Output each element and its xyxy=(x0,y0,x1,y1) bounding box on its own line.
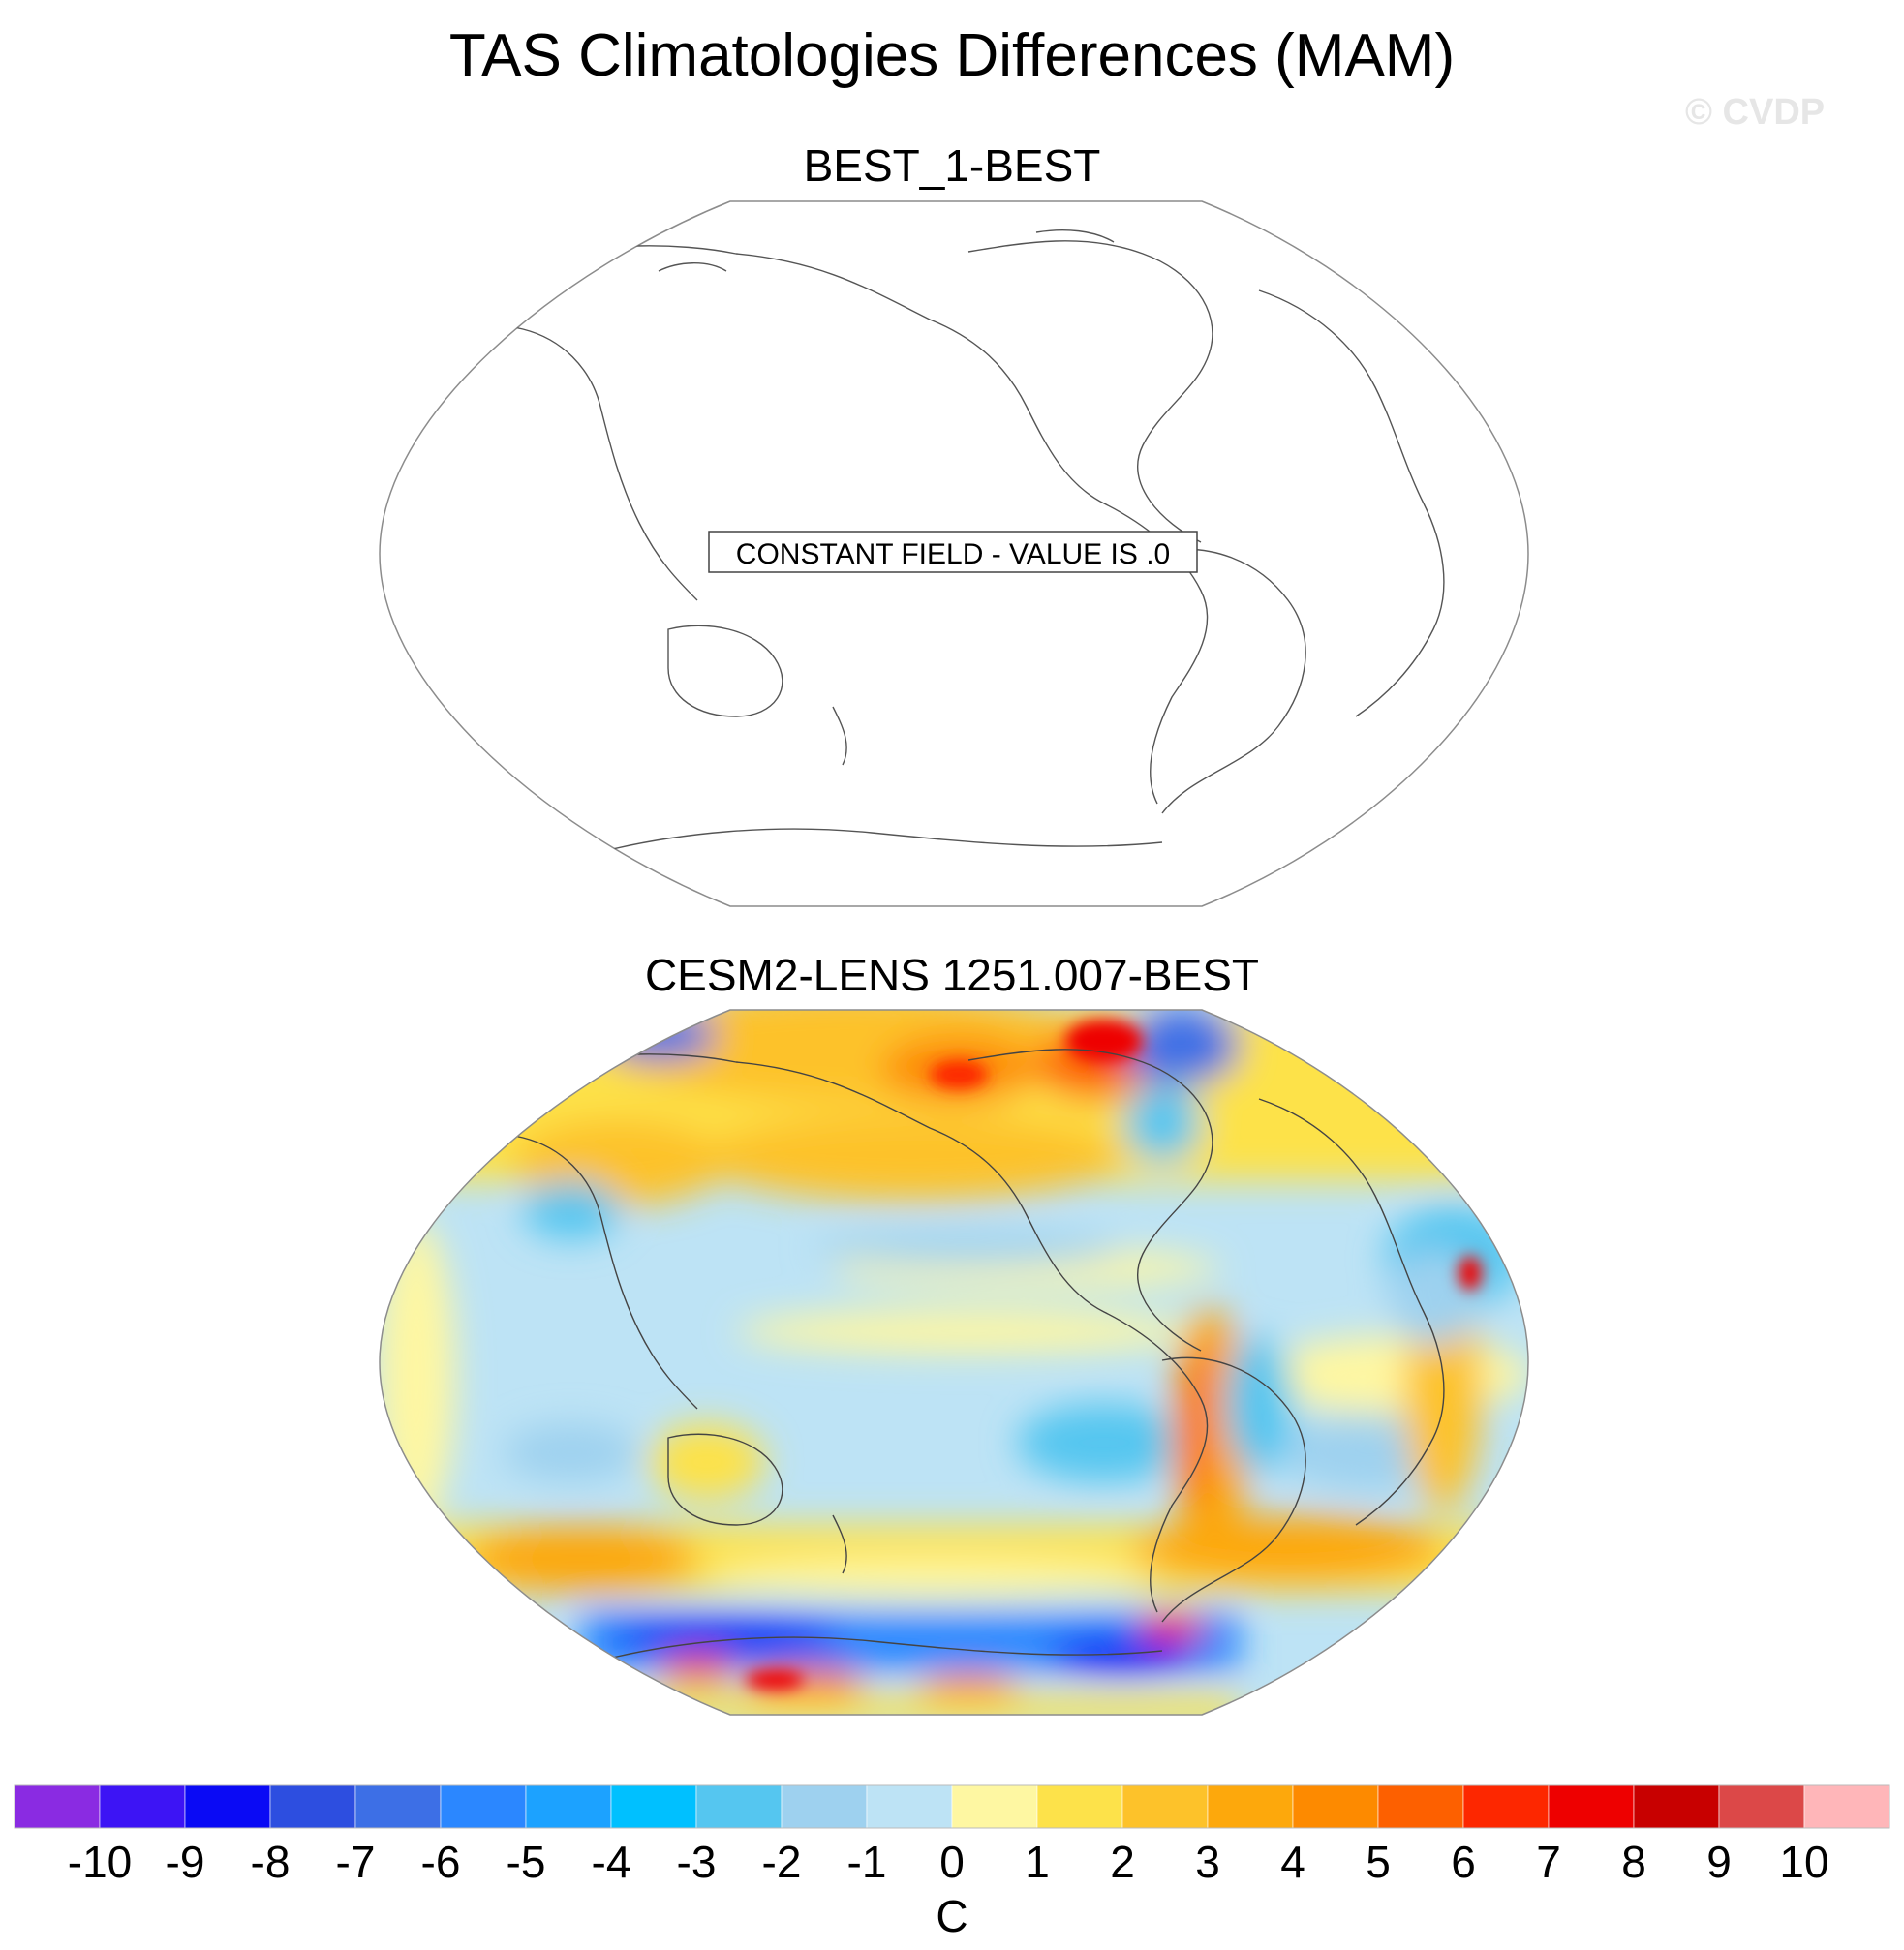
colorbar-tick-label: 0 xyxy=(939,1837,965,1887)
colorbar-tick-label: -8 xyxy=(250,1837,291,1887)
colorbar-tick-label: 3 xyxy=(1195,1837,1220,1887)
colorbar-swatch xyxy=(866,1784,953,1829)
colorbar-swatch xyxy=(781,1784,868,1829)
colorbar-tick-label: 10 xyxy=(1779,1837,1829,1887)
colorbar-swatch xyxy=(269,1784,356,1829)
colorbar-swatch xyxy=(1633,1784,1720,1829)
colorbar-tick-label: -4 xyxy=(591,1837,631,1887)
map-bottom xyxy=(379,1009,1529,1716)
watermark: © CVDP xyxy=(1685,92,1826,133)
colorbar-frame xyxy=(14,1784,1890,1829)
colorbar-tick-label: 5 xyxy=(1366,1837,1391,1887)
colorbar-swatch xyxy=(1377,1784,1464,1829)
colorbar xyxy=(14,1784,1890,1829)
colorbar-tick-label: -2 xyxy=(761,1837,802,1887)
colorbar-swatch xyxy=(1207,1784,1294,1829)
colorbar-tick-label: -1 xyxy=(846,1837,887,1887)
colorbar-swatch xyxy=(440,1784,527,1829)
colorbar-tick-label: 2 xyxy=(1110,1837,1135,1887)
constant-field-annotation: CONSTANT FIELD - VALUE IS .0 xyxy=(708,531,1198,573)
main-title: TAS Climatologies Differences (MAM) xyxy=(448,22,1456,89)
colorbar-swatch xyxy=(951,1784,1038,1829)
map-top: CONSTANT FIELD - VALUE IS .0 xyxy=(379,200,1529,907)
colorbar-swatch xyxy=(525,1784,612,1829)
panel-title-bottom: CESM2-LENS 1251.007-BEST xyxy=(644,950,1260,1000)
colorbar-swatch xyxy=(695,1784,783,1829)
colorbar-swatch xyxy=(1121,1784,1209,1829)
annotation-text: CONSTANT FIELD - VALUE IS .0 xyxy=(736,538,1170,570)
colorbar-swatch xyxy=(1803,1784,1890,1829)
colorbar-tick-label: -9 xyxy=(165,1837,205,1887)
colorbar-tick-label: 4 xyxy=(1280,1837,1305,1887)
colorbar-tick-label: 8 xyxy=(1621,1837,1646,1887)
panel-title-top: BEST_1-BEST xyxy=(803,140,1101,191)
colorbar-swatch xyxy=(1548,1784,1635,1829)
colorbar-swatch xyxy=(1462,1784,1550,1829)
colorbar-swatch xyxy=(14,1784,101,1829)
colorbar-swatch xyxy=(1718,1784,1805,1829)
colorbar-units: C xyxy=(936,1891,968,1941)
colorbar-tick-label: 9 xyxy=(1706,1837,1732,1887)
colorbar-tick-label: -6 xyxy=(420,1837,461,1887)
map-bottom-outline xyxy=(379,1009,1529,1716)
colorbar-swatch xyxy=(610,1784,697,1829)
colorbar-tick-label: -5 xyxy=(506,1837,546,1887)
colorbar-swatch xyxy=(354,1784,442,1829)
colorbar-swatch xyxy=(1292,1784,1379,1829)
colorbar-tick-label: -10 xyxy=(67,1837,133,1887)
colorbar-swatch xyxy=(99,1784,186,1829)
colorbar-swatch xyxy=(1036,1784,1123,1829)
colorbar-tick-label: -7 xyxy=(335,1837,376,1887)
colorbar-tick-label: 7 xyxy=(1536,1837,1561,1887)
colorbar-tick-label: 1 xyxy=(1025,1837,1050,1887)
colorbar-swatch xyxy=(184,1784,271,1829)
colorbar-tick-label: -3 xyxy=(676,1837,717,1887)
colorbar-tick-label: 6 xyxy=(1451,1837,1476,1887)
